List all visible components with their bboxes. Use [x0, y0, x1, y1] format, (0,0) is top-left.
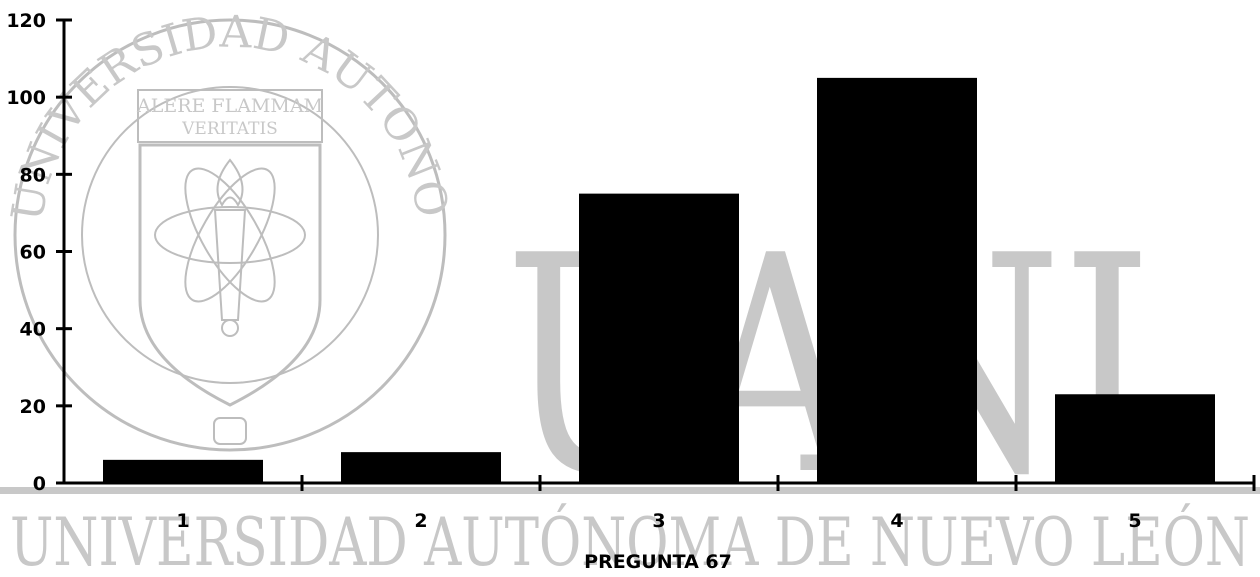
y-tick-label: 100 — [6, 87, 46, 109]
y-tick-label: 60 — [20, 242, 46, 264]
seal-outer-ring — [13, 18, 447, 452]
x-tick-label: 1 — [176, 510, 189, 532]
y-tick-label: 120 — [6, 10, 46, 32]
axes: 0 20 40 60 80 100 120 1 2 3 4 5 — [6, 10, 1256, 532]
x-tick-label: 2 — [414, 510, 427, 532]
x-tick-label: 4 — [890, 510, 903, 532]
x-tick-label: 3 — [652, 510, 665, 532]
bar-1 — [103, 459, 263, 483]
university-seal: UNIVERSIDAD AUTONOMA DE NUEVO LEON ALERE… — [0, 0, 458, 452]
seal-inner-ring — [81, 86, 379, 384]
y-tick-label: 0 — [33, 473, 46, 495]
x-tick-label: 5 — [1128, 510, 1141, 532]
bar-series — [103, 77, 1215, 483]
y-tick-label: 40 — [20, 319, 46, 341]
watermark-university-name: UNIVERSIDAD AUTÓNOMA DE NUEVO LEÓN — [10, 503, 1250, 577]
seal-bottom-emblem — [213, 417, 247, 445]
flame-icon — [216, 158, 244, 208]
bar-4 — [817, 77, 977, 483]
torch-base-icon — [221, 319, 239, 337]
seal-motto-line-1: ALERE FLAMMAM — [136, 95, 323, 117]
bar-2 — [341, 452, 501, 483]
atom-orbit-icon — [184, 167, 276, 303]
y-tick-label: 20 — [20, 396, 46, 418]
atom-orbit-icon — [184, 167, 276, 303]
y-axis-ticks: 0 20 40 60 80 100 120 — [6, 10, 72, 495]
watermark-rule — [0, 487, 1260, 494]
atom-orbit-icon — [154, 206, 306, 264]
bar-3 — [579, 193, 739, 483]
seal-banner — [137, 89, 323, 143]
torch-icon — [213, 209, 247, 321]
seal-shield-icon — [138, 143, 322, 407]
x-axis-title: PREGUNTA 67 — [584, 551, 732, 573]
bar-5 — [1055, 394, 1215, 483]
x-axis-ticks: 1 2 3 4 5 — [176, 475, 1256, 532]
seal-motto-line-2: VERITATIS — [181, 119, 278, 139]
y-tick-label: 80 — [20, 164, 46, 186]
